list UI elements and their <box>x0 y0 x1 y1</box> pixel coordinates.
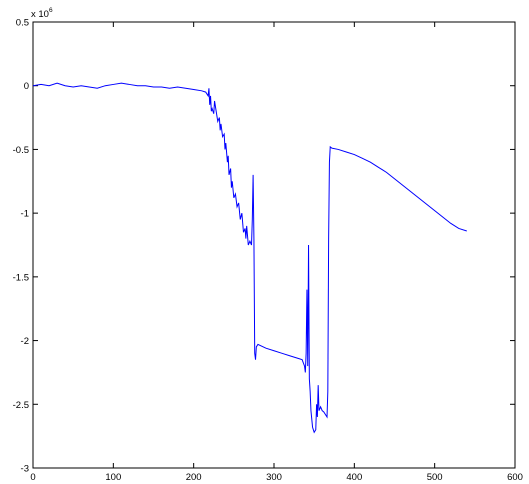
x-tick-label: 500 <box>427 472 443 483</box>
y-tick-label: -0.5 <box>13 145 29 156</box>
y-exponent-label: x 106 <box>31 7 53 20</box>
x-tick-label: 300 <box>266 472 282 483</box>
x-tick-label: 200 <box>186 472 202 483</box>
y-tick-label: -1.5 <box>13 272 29 283</box>
y-tick-label: 0 <box>24 81 29 92</box>
y-tick-label: -2.5 <box>13 400 29 411</box>
y-tick-label: -1 <box>21 209 29 220</box>
x-tick-label: 0 <box>30 472 35 483</box>
ticks: 0 100 200 300 400 500 600 0.5 0 -0.5 -1 -1.5 -2 -2.5 -… <box>13 18 523 484</box>
x-tick-label: 100 <box>105 472 121 483</box>
y-tick-label: -3 <box>21 464 29 475</box>
series-line <box>32 82 467 434</box>
y-tick-label: 0.5 <box>16 18 29 29</box>
axes-box <box>32 21 516 469</box>
y-tick-label: -2 <box>21 336 29 347</box>
x-tick-label: 600 <box>507 472 523 483</box>
x-tick-label: 400 <box>346 472 362 483</box>
